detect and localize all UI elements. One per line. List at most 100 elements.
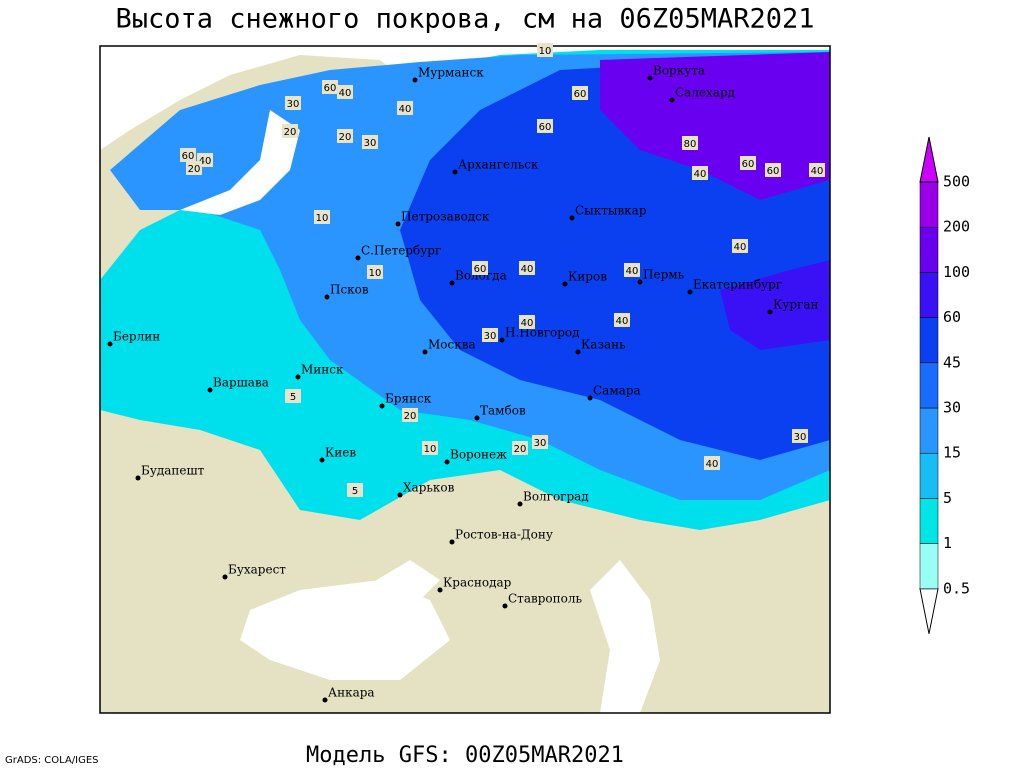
contour-label-box <box>285 389 301 403</box>
contour-label: 40 <box>399 104 412 115</box>
city-label: Казань <box>581 338 626 352</box>
contour-label-box <box>402 408 418 422</box>
colorbar-label: 200 <box>943 218 970 236</box>
snow-purple-ural <box>720 260 830 350</box>
contour-label-box <box>682 136 698 150</box>
city-label: Салехард <box>675 86 735 100</box>
city-dot <box>647 75 653 81</box>
contour-label: 60 <box>574 89 587 100</box>
city-label: Анкара <box>328 686 375 700</box>
city-dot <box>422 349 428 355</box>
colorbar-high <box>919 136 939 183</box>
contour-label-box <box>512 441 528 455</box>
city-label: С.Петербург <box>361 244 441 258</box>
contour-label-box <box>180 148 196 162</box>
city-dot <box>379 403 385 409</box>
city-label: Киев <box>325 446 356 460</box>
colorbar-label: 15 <box>943 444 961 462</box>
contour-label: 10 <box>369 268 382 279</box>
city-dot <box>437 587 443 593</box>
colorbar-label: 0.5 <box>943 579 970 597</box>
colorbar-segment <box>919 362 939 409</box>
city-label: Петрозаводск <box>401 210 490 224</box>
contour-label: 60 <box>324 83 337 94</box>
city-dot <box>397 492 403 498</box>
contour-label-box <box>322 80 338 94</box>
city-dot <box>295 374 301 380</box>
contour-label: 40 <box>811 166 824 177</box>
contour-label: 5 <box>290 392 296 403</box>
city-label: Архангельск <box>458 158 539 172</box>
contour-label-box <box>532 435 548 449</box>
city-label: Ростов-на-Дону <box>455 528 553 542</box>
city-label: Будапешт <box>141 464 205 478</box>
city-label: Екатеринбург <box>693 278 782 292</box>
city-label: Варшава <box>213 376 269 390</box>
colorbar-segment <box>919 272 939 318</box>
contour-label-box <box>314 210 330 224</box>
contour-label: 80 <box>684 139 697 150</box>
city-label: Киров <box>568 270 607 284</box>
city-dot <box>395 221 401 227</box>
colorbar-segment <box>919 226 939 273</box>
contour-label-box <box>809 163 825 177</box>
colorbar-label: 1 <box>943 534 952 552</box>
contour-label-box <box>732 239 748 253</box>
contour-label: 40 <box>521 318 534 329</box>
city-dot <box>449 280 455 286</box>
contour-label: 40 <box>616 316 629 327</box>
contour-label-box <box>482 328 498 342</box>
contour-label-box <box>285 96 301 110</box>
city-label: Ставрополь <box>508 592 582 606</box>
contour-label-box <box>765 163 781 177</box>
contour-label: 5 <box>352 486 358 497</box>
colorbar-segment <box>919 498 939 544</box>
contour-label-box <box>624 263 640 277</box>
map <box>100 46 830 713</box>
city-label: Волгоград <box>523 490 589 504</box>
city-label: Минск <box>301 363 344 377</box>
contour-label: 40 <box>734 242 747 253</box>
contour-label-box <box>186 161 202 175</box>
contour-label-box <box>792 429 808 443</box>
city-dot <box>499 337 505 343</box>
contour-label-box <box>537 119 553 133</box>
title: Высота снежного покрова, см на 06Z05MAR2… <box>116 4 815 35</box>
contour-label: 30 <box>794 432 807 443</box>
colorbar-segment <box>919 543 939 590</box>
city-dot <box>452 169 458 175</box>
city-label: Пермь <box>643 268 685 282</box>
contour-label-box <box>337 85 353 99</box>
city-label: Вологда <box>455 269 507 283</box>
city-dot <box>687 289 693 295</box>
contour-label-box <box>519 261 535 275</box>
contour-label-box <box>692 166 708 180</box>
azov-sea <box>360 560 440 600</box>
contour-label-box <box>367 265 383 279</box>
city-dot <box>575 349 581 355</box>
baltic-sea <box>180 110 300 215</box>
city-dot <box>517 501 523 507</box>
city-label: Сыктывкар <box>575 204 647 218</box>
city-label: Берлин <box>113 330 160 344</box>
contour-label: 40 <box>339 88 352 99</box>
contour-label: 30 <box>287 99 300 110</box>
contour-label: 60 <box>182 151 195 162</box>
contour-label-box <box>472 261 488 275</box>
contour-label: 60 <box>539 122 552 133</box>
contour-label: 10 <box>424 444 437 455</box>
colorbar-label: 45 <box>943 353 961 371</box>
city-dot <box>107 341 113 347</box>
city-dot <box>222 574 228 580</box>
contour-label: 40 <box>626 266 639 277</box>
city-label: Москва <box>428 338 476 352</box>
contour-label-box <box>422 441 438 455</box>
contour-label-box <box>519 315 535 329</box>
city-dot <box>449 539 455 545</box>
colorbar-label: 30 <box>943 399 961 417</box>
city-label: Н.Новгород <box>505 326 580 340</box>
contour-label: 30 <box>364 138 377 149</box>
black-sea <box>240 580 450 680</box>
contour-label-box <box>704 456 720 470</box>
city-label: Самара <box>593 384 641 398</box>
